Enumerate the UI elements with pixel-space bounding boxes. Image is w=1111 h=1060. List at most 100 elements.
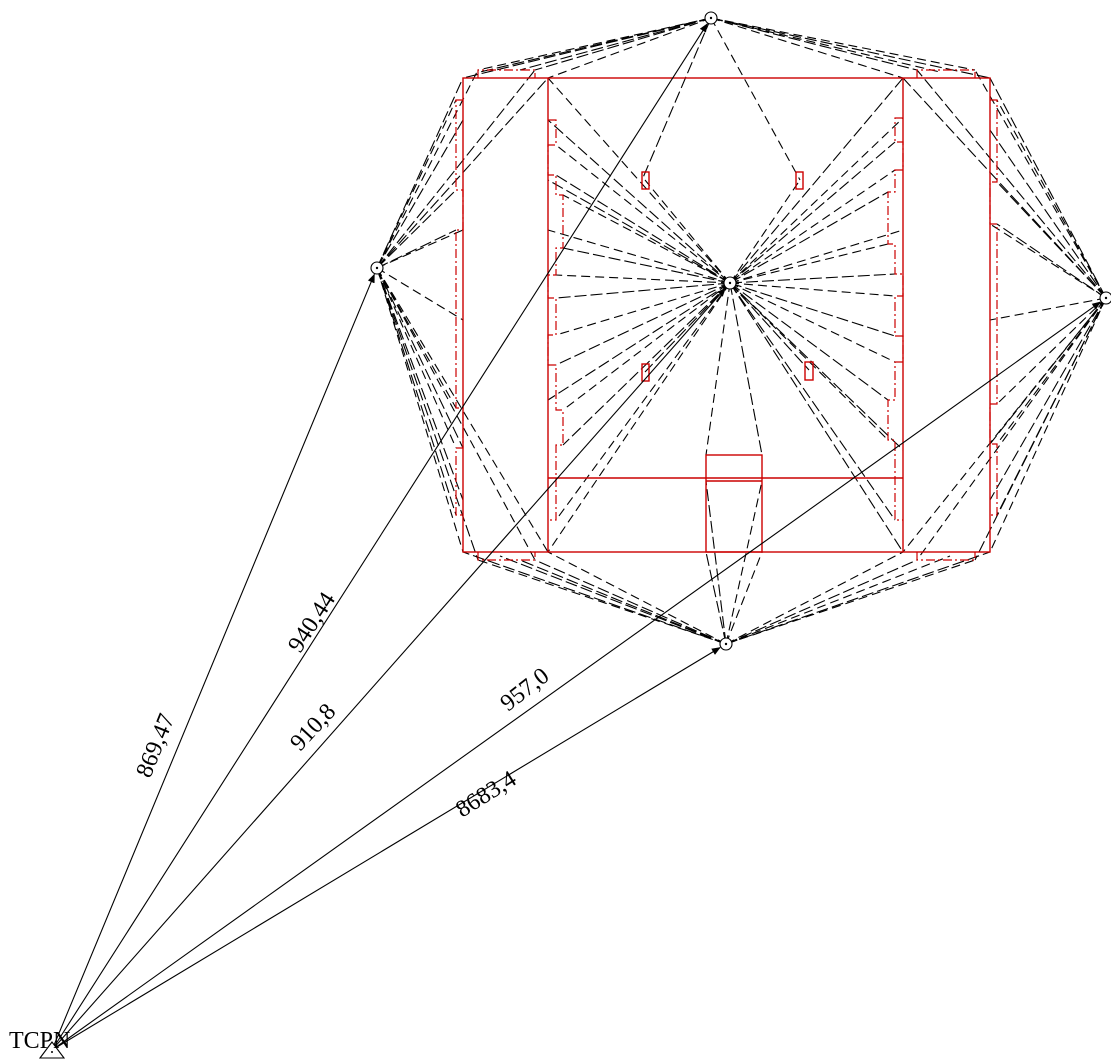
sight-ray	[555, 282, 731, 299]
sight-ray	[534, 559, 727, 645]
sight-ray	[996, 99, 1107, 299]
triangle-station-icon	[38, 1041, 66, 1059]
sight-ray	[729, 282, 889, 441]
sight-ray	[555, 282, 731, 366]
interior-mark	[795, 171, 804, 190]
sight-ray	[729, 229, 904, 284]
sight-ray	[555, 144, 731, 284]
base-station: TCPN	[9, 1028, 70, 1059]
sight-ray	[725, 551, 991, 645]
sight-ray	[555, 274, 731, 284]
sight-ray	[729, 141, 896, 284]
sight-ray	[462, 551, 727, 645]
sight-ray	[729, 282, 904, 553]
sight-ray	[729, 117, 904, 284]
sight-ray	[902, 77, 1107, 299]
right-offset-line	[989, 99, 998, 516]
sight-ray	[989, 77, 1107, 299]
measurement-line-east	[51, 301, 1102, 1051]
sight-ray	[989, 223, 1107, 299]
sight-ray	[547, 282, 731, 553]
sight-ray	[725, 480, 763, 645]
interior-mark	[641, 171, 650, 190]
sight-ray	[376, 267, 464, 321]
sight-ray	[376, 267, 464, 449]
sight-ray	[547, 282, 731, 401]
sight-ray	[376, 119, 464, 269]
sight-ray	[376, 77, 549, 269]
sight-ray	[729, 243, 889, 284]
sight-ray	[547, 551, 727, 645]
sight-ray	[555, 282, 731, 521]
building-structure	[455, 69, 998, 561]
sight-ray	[916, 297, 1107, 561]
sight-ray	[376, 267, 536, 561]
sight-ray	[916, 69, 1107, 299]
sight-ray	[729, 282, 896, 297]
sight-ray	[547, 179, 731, 284]
sight-ray	[376, 69, 479, 269]
sight-ray	[376, 229, 464, 269]
sight-rays	[376, 17, 1107, 645]
sight-ray	[547, 229, 731, 284]
sight-ray	[547, 77, 731, 284]
sight-ray	[729, 282, 889, 401]
sight-ray	[725, 551, 763, 645]
sight-ray	[477, 559, 727, 645]
measurement-label-north: 940,44	[283, 588, 341, 658]
sight-ray	[989, 297, 1107, 553]
sight-ray	[710, 17, 904, 79]
sight-ray	[477, 17, 712, 71]
sight-ray	[710, 17, 918, 71]
sight-ray	[376, 267, 464, 553]
sight-ray	[644, 179, 731, 284]
sight-ray	[376, 267, 457, 449]
station-center-dot	[709, 16, 713, 20]
sight-ray	[725, 555, 951, 645]
station-center-dot	[724, 642, 728, 646]
sight-ray	[641, 17, 712, 181]
sight-ray	[376, 189, 457, 269]
sight-ray	[499, 555, 727, 645]
sight-ray	[729, 282, 810, 371]
sight-ray	[705, 551, 727, 645]
sight-ray	[989, 129, 1107, 299]
sight-ray	[547, 17, 712, 79]
sight-ray	[974, 297, 1107, 561]
measurement-line-west	[51, 273, 375, 1051]
sight-ray	[376, 267, 457, 516]
sight-ray	[705, 282, 731, 456]
sight-ray	[729, 191, 889, 284]
sight-ray	[996, 223, 1107, 299]
left-offset-line	[455, 99, 464, 516]
sight-ray	[729, 282, 763, 456]
sight-ray	[376, 267, 479, 561]
sight-ray	[989, 297, 1107, 321]
station-center-dot	[728, 281, 732, 285]
interior-mark	[641, 363, 650, 382]
sight-ray	[519, 17, 712, 71]
sight-ray	[547, 119, 731, 284]
sight-ray	[974, 69, 1107, 299]
sight-ray	[729, 282, 896, 521]
measurement-line-center	[51, 287, 726, 1051]
measurement-line-north	[51, 23, 708, 1051]
sight-ray	[376, 267, 464, 501]
sight-ray	[989, 297, 1107, 501]
sight-ray	[996, 297, 1107, 405]
sight-ray	[376, 229, 457, 269]
sight-ray	[729, 282, 904, 451]
sight-ray	[376, 69, 536, 269]
sight-ray	[729, 77, 904, 284]
sight-ray	[555, 174, 731, 284]
base-station-label: TCPN	[9, 1028, 70, 1054]
sight-ray	[729, 273, 896, 284]
interior-mark	[804, 361, 814, 381]
sight-ray	[725, 559, 918, 645]
sight-ray	[562, 194, 731, 284]
sight-ray	[562, 247, 731, 284]
sight-ray	[710, 17, 941, 73]
sight-ray	[705, 480, 727, 645]
sight-ray	[729, 179, 801, 284]
